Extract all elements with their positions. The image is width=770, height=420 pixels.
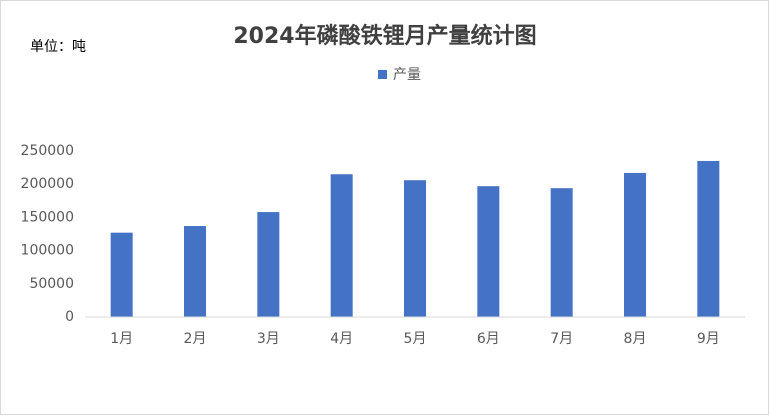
bar	[404, 180, 426, 317]
legend-swatch	[378, 70, 387, 79]
chart-title: 2024年磷酸铁锂月产量统计图	[233, 23, 536, 49]
x-tick-label: 8月	[624, 331, 647, 347]
x-tick-label: 2月	[184, 331, 207, 347]
x-tick-label: 6月	[477, 331, 500, 347]
bar	[184, 226, 206, 317]
bar	[330, 174, 353, 317]
x-tick-label: 7月	[550, 331, 573, 347]
x-tick-label: 1月	[110, 331, 133, 347]
y-tick-label: 100000	[21, 243, 74, 259]
bar	[697, 160, 720, 317]
bar	[110, 232, 133, 317]
bar	[624, 172, 646, 317]
legend-label: 产量	[393, 67, 421, 83]
x-tick-label: 3月	[257, 331, 280, 347]
x-tick-label: 4月	[330, 331, 353, 347]
bar	[550, 188, 573, 317]
y-tick-label: 150000	[21, 209, 74, 225]
x-tick-label: 5月	[404, 331, 427, 347]
y-tick-label: 200000	[21, 176, 74, 192]
y-tick-label: 250000	[21, 143, 74, 159]
bar	[477, 186, 500, 317]
y-tick-label: 50000	[29, 276, 74, 292]
bar	[257, 212, 280, 317]
x-tick-label: 9月	[697, 331, 720, 347]
y-tick-label: 0	[65, 309, 74, 325]
unit-label: 单位：吨	[30, 39, 86, 55]
